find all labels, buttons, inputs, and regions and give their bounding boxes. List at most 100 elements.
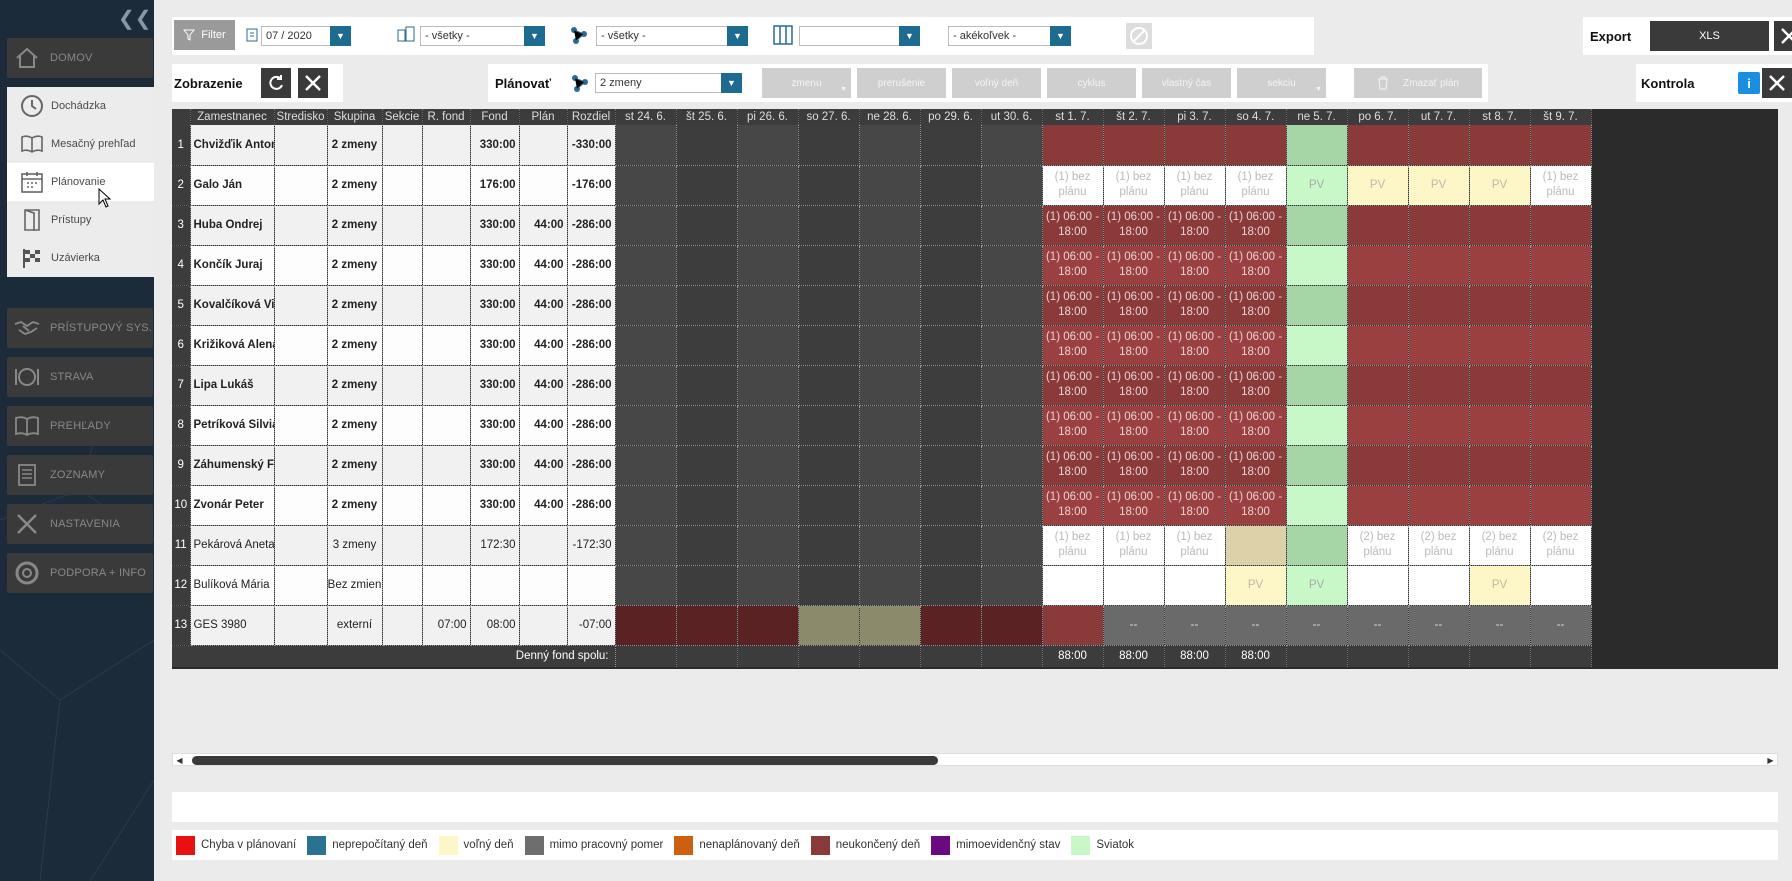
day-cell[interactable] [798, 165, 860, 206]
day-cell[interactable] [737, 525, 799, 566]
day-cell[interactable] [1469, 205, 1531, 246]
day-cell[interactable] [1286, 245, 1348, 286]
day-cell[interactable]: (1) 06:00 - 18:00 [1164, 205, 1226, 246]
day-cell[interactable] [859, 205, 921, 246]
day-cell[interactable]: PV [1469, 165, 1531, 206]
month-select[interactable]: 07 / 2020 ▼ [261, 26, 351, 46]
day-cell[interactable] [1347, 245, 1409, 286]
refresh-button[interactable] [261, 68, 291, 98]
day-cell[interactable] [1347, 405, 1409, 446]
day-cell[interactable] [615, 125, 677, 166]
day-cell[interactable] [798, 445, 860, 486]
day-cell[interactable] [981, 405, 1043, 446]
day-cell[interactable] [737, 165, 799, 206]
day-cell[interactable] [615, 365, 677, 406]
day-cell[interactable]: (1) 06:00 - 18:00 [1225, 485, 1287, 526]
day-cell[interactable]: PV [1408, 165, 1470, 206]
day-cell[interactable] [859, 165, 921, 206]
day-cell[interactable] [1469, 125, 1531, 166]
day-cell[interactable]: -- [1103, 605, 1165, 646]
day-cell[interactable]: (1) 06:00 - 18:00 [1225, 325, 1287, 366]
plan-day-off-button[interactable]: voľný deň [952, 68, 1041, 98]
day-cell[interactable] [615, 605, 677, 646]
day-cell[interactable] [1408, 285, 1470, 326]
day-cell[interactable]: (1) 06:00 - 18:00 [1042, 285, 1104, 326]
day-cell[interactable] [981, 165, 1043, 206]
day-cell[interactable]: (1) bez plánu [1042, 165, 1104, 206]
day-cell[interactable] [798, 285, 860, 326]
table-row[interactable]: 1 Chvižďik Anton 2 zmeny 330:00 -330:00 [172, 125, 1592, 166]
day-cell[interactable] [615, 325, 677, 366]
day-cell[interactable] [859, 365, 921, 406]
day-cell[interactable] [737, 285, 799, 326]
day-cell[interactable] [859, 125, 921, 166]
day-cell[interactable]: (1) 06:00 - 18:00 [1164, 485, 1226, 526]
day-cell[interactable] [1530, 125, 1592, 166]
day-cell[interactable] [1469, 445, 1531, 486]
day-cell[interactable] [981, 605, 1043, 646]
day-header[interactable]: pi 26. 6. [737, 109, 799, 125]
plan-shift-button[interactable]: zmenu ▼ [762, 68, 851, 98]
day-cell[interactable] [1469, 285, 1531, 326]
day-cell[interactable] [1530, 485, 1592, 526]
nav-pristupovy-sys[interactable]: PRÍSTUPOVÝ SYS. [7, 308, 153, 348]
day-header[interactable]: ne 5. 7. [1286, 109, 1348, 125]
column-header[interactable]: Skupina [327, 109, 383, 125]
clear-filter-button[interactable] [1126, 23, 1152, 49]
day-cell[interactable] [1286, 285, 1348, 326]
xls-export-button[interactable]: XLS [1650, 21, 1769, 51]
day-cell[interactable] [1408, 405, 1470, 446]
nav-domov[interactable]: DOMOV [7, 38, 153, 78]
any-select[interactable]: - akékoľvek - ▼ [948, 26, 1071, 46]
nav-zoznamy[interactable]: ZOZNAMY [7, 455, 153, 495]
day-cell[interactable] [1408, 325, 1470, 366]
day-cell[interactable] [859, 445, 921, 486]
day-cell[interactable] [1469, 245, 1531, 286]
day-cell[interactable] [676, 165, 738, 206]
employee-name[interactable]: GES 3980 [190, 605, 275, 646]
submenu-item-dochadzka[interactable]: Dochádzka [7, 87, 154, 125]
day-cell[interactable]: (1) 06:00 - 18:00 [1225, 445, 1287, 486]
day-cell[interactable] [920, 205, 982, 246]
day-cell[interactable] [859, 325, 921, 366]
day-cell[interactable] [1347, 565, 1409, 606]
day-cell[interactable]: -- [1164, 605, 1226, 646]
day-cell[interactable]: -- [1225, 605, 1287, 646]
day-cell[interactable] [1469, 485, 1531, 526]
day-cell[interactable] [737, 405, 799, 446]
day-cell[interactable]: PV [1286, 165, 1348, 206]
day-cell[interactable] [1103, 565, 1165, 606]
control-settings-button[interactable] [1762, 68, 1792, 98]
scroll-left-icon[interactable]: ◀ [176, 755, 183, 765]
plan-cycle-button[interactable]: cyklus [1047, 68, 1136, 98]
day-cell[interactable] [676, 565, 738, 606]
day-cell[interactable] [676, 445, 738, 486]
day-cell[interactable] [737, 125, 799, 166]
nav-strava[interactable]: STRAVA [7, 357, 153, 397]
day-cell[interactable] [1042, 125, 1104, 166]
day-cell[interactable] [1347, 365, 1409, 406]
employee-name[interactable]: Križiková Alena [190, 325, 275, 366]
day-cell[interactable] [798, 605, 860, 646]
day-cell[interactable]: (1) 06:00 - 18:00 [1225, 365, 1287, 406]
day-cell[interactable] [981, 205, 1043, 246]
column-header[interactable]: Sekcie [382, 109, 423, 125]
day-cell[interactable] [1347, 325, 1409, 366]
day-cell[interactable]: -- [1286, 605, 1348, 646]
submenu-item-pristupy[interactable]: Prístupy [7, 201, 154, 239]
filter-button[interactable]: Filter [174, 20, 235, 50]
day-cell[interactable] [1408, 365, 1470, 406]
day-cell[interactable] [859, 485, 921, 526]
day-cell[interactable] [1347, 445, 1409, 486]
day-cell[interactable] [981, 365, 1043, 406]
day-cell[interactable] [737, 365, 799, 406]
columns-select[interactable]: ▼ [799, 26, 920, 46]
day-cell[interactable]: (1) 06:00 - 18:00 [1042, 245, 1104, 286]
table-row[interactable]: 8 Petríková Silvia 2 zmeny 330:00 44:00 -286:… [172, 405, 1592, 446]
day-cell[interactable]: PV [1469, 565, 1531, 606]
day-cell[interactable] [1530, 445, 1592, 486]
group-select[interactable]: - všetky - ▼ [596, 26, 748, 46]
day-cell[interactable] [1530, 285, 1592, 326]
day-header[interactable]: pi 3. 7. [1164, 109, 1226, 125]
